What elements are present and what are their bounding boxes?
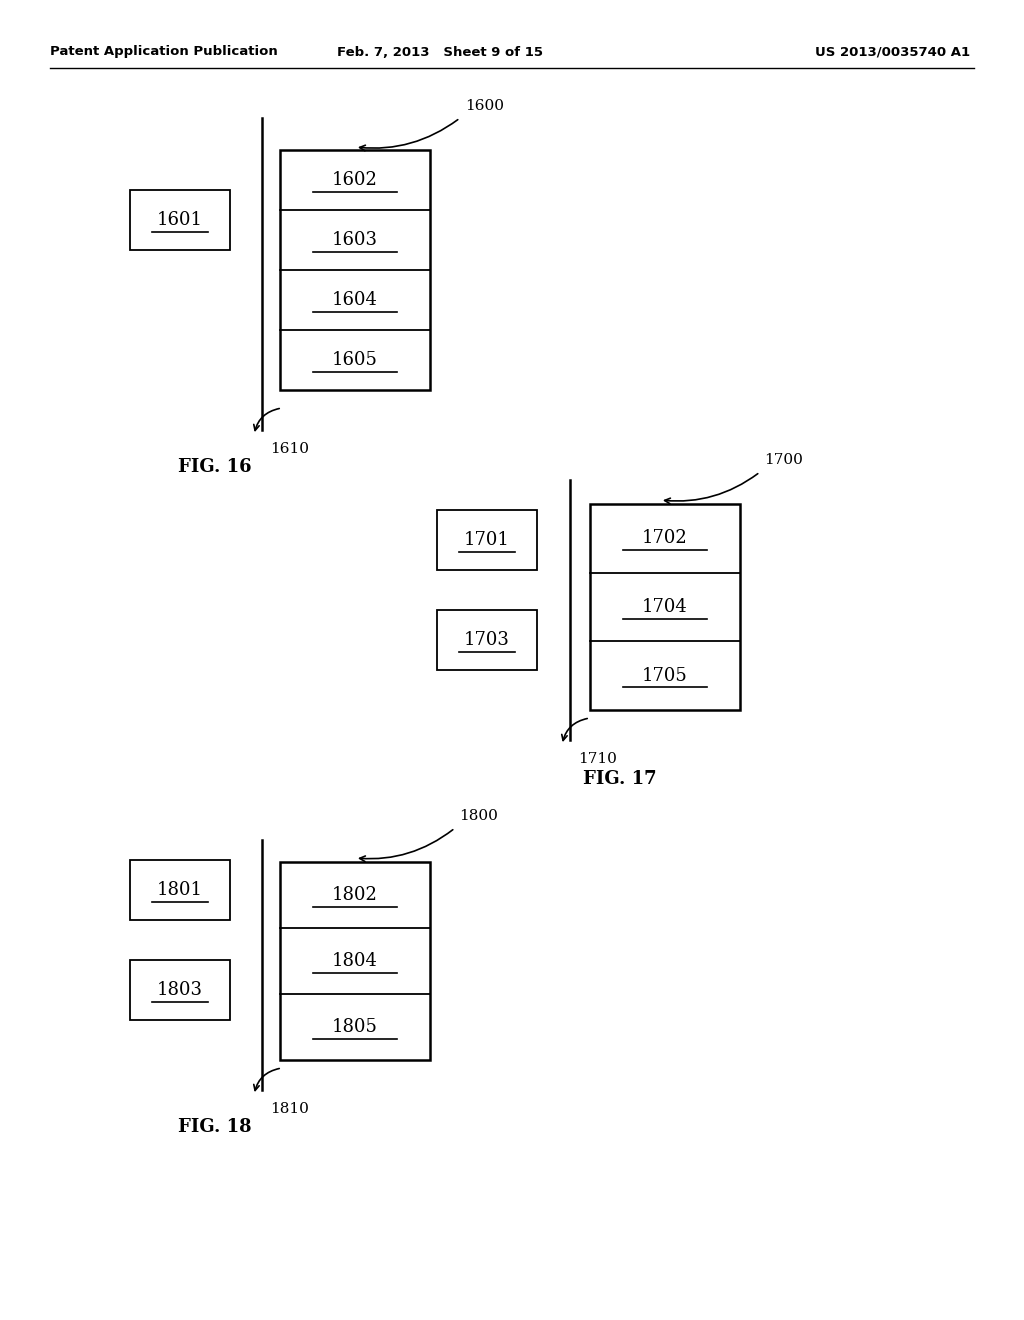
Text: 1802: 1802 <box>332 886 378 904</box>
Bar <box>280 150 430 389</box>
Text: US 2013/0035740 A1: US 2013/0035740 A1 <box>815 45 970 58</box>
Bar <box>130 861 230 920</box>
Bar <box>437 510 537 570</box>
Text: 1701: 1701 <box>464 531 510 549</box>
Text: 1600: 1600 <box>465 99 504 114</box>
Text: 1800: 1800 <box>459 809 498 822</box>
Bar <box>590 504 740 710</box>
Text: 1700: 1700 <box>764 453 803 467</box>
Text: 1610: 1610 <box>270 442 309 455</box>
Text: 1705: 1705 <box>642 667 688 685</box>
Bar <box>437 610 537 671</box>
Bar <box>130 960 230 1020</box>
Text: 1702: 1702 <box>642 529 688 548</box>
Text: Feb. 7, 2013   Sheet 9 of 15: Feb. 7, 2013 Sheet 9 of 15 <box>337 45 543 58</box>
Text: 1605: 1605 <box>332 351 378 370</box>
Text: 1803: 1803 <box>157 981 203 999</box>
Text: 1704: 1704 <box>642 598 688 616</box>
Text: 1602: 1602 <box>332 172 378 189</box>
Text: 1603: 1603 <box>332 231 378 249</box>
Bar <box>280 862 430 1060</box>
Text: Patent Application Publication: Patent Application Publication <box>50 45 278 58</box>
Text: 1710: 1710 <box>578 752 616 766</box>
Text: 1604: 1604 <box>332 290 378 309</box>
Text: 1804: 1804 <box>332 952 378 970</box>
Text: FIG. 17: FIG. 17 <box>584 770 656 788</box>
Text: 1805: 1805 <box>332 1018 378 1036</box>
Text: FIG. 18: FIG. 18 <box>178 1118 252 1137</box>
Text: 1801: 1801 <box>157 880 203 899</box>
Bar <box>130 190 230 249</box>
Text: FIG. 16: FIG. 16 <box>178 458 252 477</box>
Text: 1810: 1810 <box>270 1102 309 1115</box>
Text: 1601: 1601 <box>157 211 203 228</box>
Text: 1703: 1703 <box>464 631 510 649</box>
